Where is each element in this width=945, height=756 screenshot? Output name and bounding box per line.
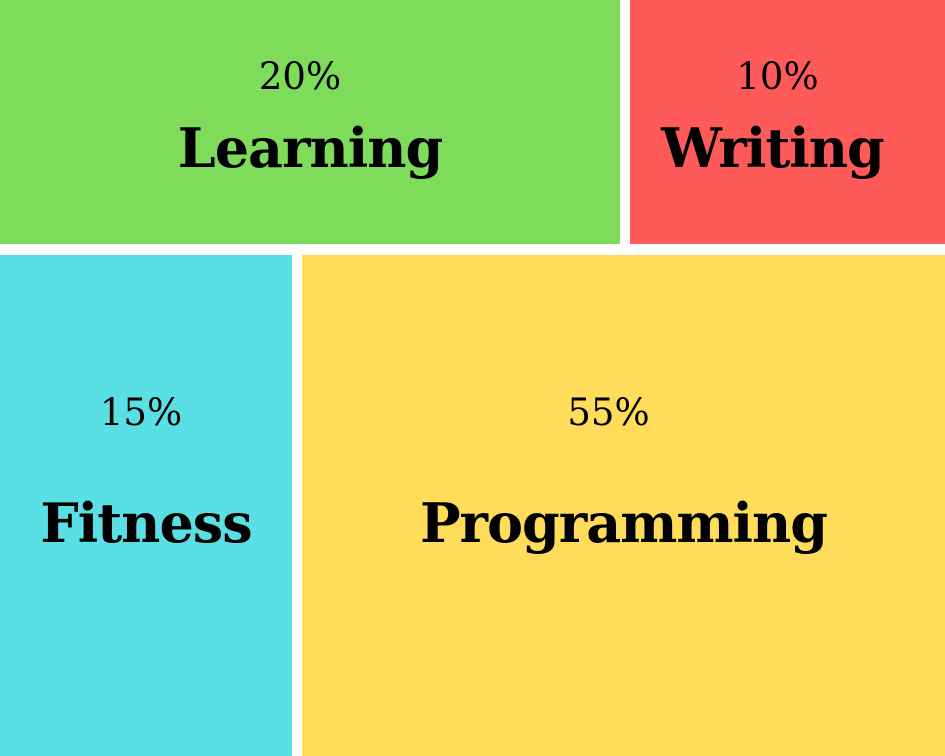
tile-fitness-name: Fitness [40,491,252,555]
tile-programming: 55% Programming [302,255,945,756]
tile-fitness: 15% Fitness [0,255,292,756]
tile-fitness-percent: 15% [99,391,183,434]
tile-learning-percent: 20% [258,55,342,98]
tile-programming-name: Programming [419,491,828,555]
tile-writing-percent: 10% [736,55,819,98]
tile-learning-name: Learning [177,116,444,180]
tile-writing: 10% Writing [630,0,945,244]
tile-programming-percent: 55% [567,391,650,434]
tile-learning: 20% Learning [0,0,620,244]
tile-writing-name: Writing [661,116,885,180]
